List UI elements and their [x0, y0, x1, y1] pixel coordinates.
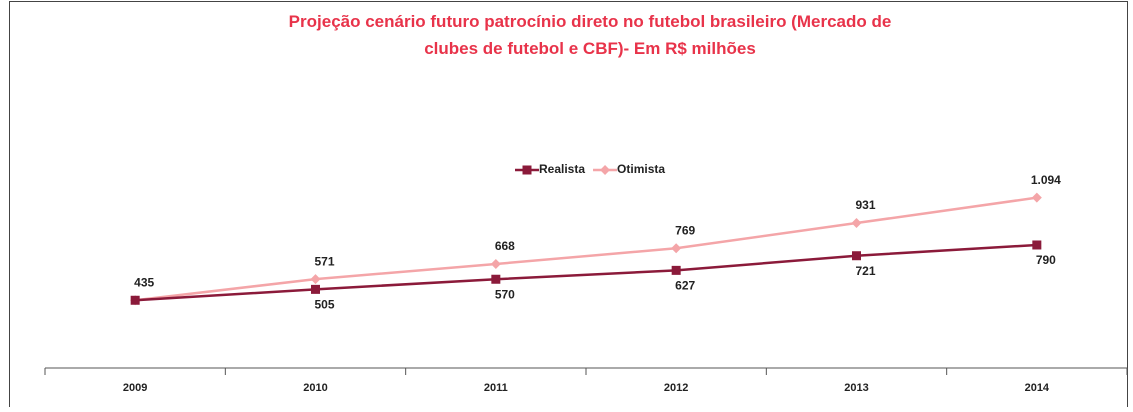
- legend-label: Realista: [539, 162, 585, 176]
- marker: [1032, 240, 1042, 250]
- legend-marker: [600, 165, 611, 175]
- legend-label: Otimista: [617, 162, 665, 176]
- marker: [851, 218, 862, 229]
- x-tick-label: 2009: [123, 382, 147, 394]
- marker: [490, 258, 501, 269]
- x-tick-label: 2012: [664, 382, 688, 394]
- data-label: 435: [134, 275, 154, 289]
- data-label: 931: [855, 198, 875, 212]
- data-label: 571: [314, 254, 334, 268]
- marker: [671, 243, 682, 254]
- series-line: [135, 196, 1038, 302]
- x-tick-label: 2014: [1025, 382, 1050, 394]
- marker: [311, 284, 320, 294]
- data-label: 769: [675, 223, 695, 237]
- series-line: [135, 243, 1037, 302]
- data-label: 790: [1036, 253, 1056, 267]
- marker: [852, 251, 861, 261]
- frame: [9, 1, 1128, 412]
- data-label: 570: [495, 287, 515, 301]
- data-label: 668: [495, 239, 515, 253]
- marker: [1031, 192, 1042, 203]
- data-label: 505: [314, 298, 334, 312]
- marker: [310, 274, 321, 285]
- legend-marker: [522, 165, 532, 175]
- marker: [491, 274, 501, 284]
- data-label: 627: [675, 279, 695, 293]
- x-tick-label: 2011: [484, 382, 508, 394]
- marker: [130, 295, 140, 305]
- data-label: 1.094: [1031, 173, 1061, 187]
- chart-title-line1: Projeção cenário futuro patrocínio diret…: [289, 12, 892, 58]
- x-tick-label: 2013: [844, 382, 868, 394]
- x-tick-label: 2010: [303, 382, 327, 394]
- marker: [671, 265, 681, 275]
- data-label: 721: [855, 264, 875, 278]
